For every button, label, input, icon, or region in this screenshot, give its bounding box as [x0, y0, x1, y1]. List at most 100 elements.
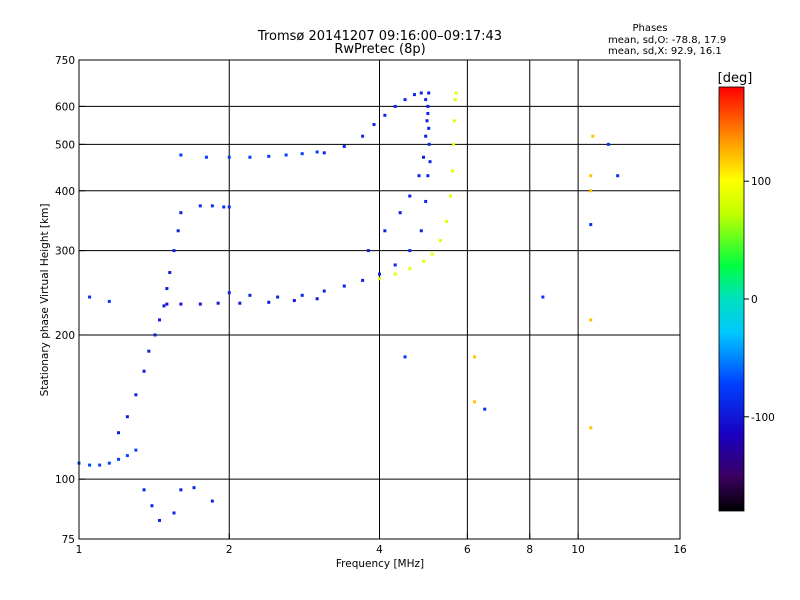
data-point [165, 287, 169, 291]
x-tick-label: 10 [571, 544, 584, 556]
data-point [315, 150, 319, 154]
data-point [107, 461, 111, 465]
data-point [472, 400, 476, 404]
plot-points [77, 91, 620, 522]
data-point [591, 134, 595, 138]
data-point [361, 278, 365, 282]
data-point [616, 174, 620, 178]
data-point [589, 189, 593, 193]
data-point [430, 252, 434, 256]
data-point [448, 194, 452, 198]
data-point [383, 113, 387, 117]
data-point [403, 355, 407, 359]
x-axis-label: Frequency [MHz] [336, 558, 424, 570]
data-point [176, 229, 180, 233]
data-point [248, 293, 252, 297]
data-point [427, 126, 431, 130]
data-point [426, 104, 430, 108]
data-point [541, 295, 545, 299]
data-point [134, 393, 138, 397]
phase-info-title: Phases [632, 23, 667, 34]
data-point [168, 271, 172, 275]
y-tick-label: 75 [62, 534, 75, 546]
data-point [198, 302, 202, 306]
data-point [125, 454, 129, 458]
data-point [450, 169, 454, 173]
chart-title: Tromsø 20141207 09:16:00–09:17:43 [257, 29, 502, 44]
data-point [300, 293, 304, 297]
series-low-echoes [142, 486, 214, 522]
y-axis: 75 100 200 300 400 500 600 750 [55, 55, 85, 546]
data-point [439, 238, 443, 242]
data-point [453, 98, 457, 102]
data-point [147, 349, 151, 353]
series-ionogram-rising-trace [117, 211, 183, 435]
y-tick-label: 200 [55, 330, 75, 342]
x-tick-label: 1 [76, 544, 83, 556]
data-point [172, 249, 176, 253]
data-point [227, 291, 231, 295]
data-point [150, 504, 154, 508]
data-point [342, 284, 346, 288]
data-point [162, 304, 166, 308]
data-point [198, 204, 202, 208]
data-point [88, 463, 92, 467]
colorbar-tick-label: 0 [751, 294, 758, 306]
data-point [393, 272, 397, 276]
data-point [158, 318, 162, 322]
y-tick-label: 500 [55, 139, 75, 151]
data-point [158, 518, 162, 522]
data-point [398, 211, 402, 215]
data-point [179, 488, 183, 492]
data-point [427, 91, 431, 95]
data-point [589, 426, 593, 430]
data-point [98, 463, 102, 467]
data-point [276, 295, 280, 299]
series-sporadic-e [77, 448, 138, 467]
data-point [315, 297, 319, 301]
data-point [452, 142, 456, 146]
data-point [425, 119, 429, 123]
data-point [179, 211, 183, 215]
data-point [426, 174, 430, 178]
data-point [342, 144, 346, 148]
data-point [153, 333, 157, 337]
x-tick-label: 6 [464, 544, 471, 556]
data-point [292, 299, 296, 303]
data-point [452, 119, 456, 123]
x-tick-label: 2 [226, 544, 233, 556]
colorbar-tick-label: -100 [751, 412, 775, 424]
data-point [284, 153, 288, 157]
data-point [421, 155, 425, 159]
data-point [248, 155, 252, 159]
colorbar-tick-label: 100 [751, 176, 771, 188]
y-tick-label: 300 [55, 246, 75, 258]
data-point [216, 301, 220, 305]
data-point [445, 220, 449, 224]
data-point [589, 223, 593, 227]
data-point [426, 111, 430, 115]
data-point [134, 448, 138, 452]
data-point [142, 488, 146, 492]
data-point [393, 263, 397, 267]
data-point [403, 98, 407, 102]
data-point [117, 457, 121, 461]
data-point [408, 194, 412, 198]
data-point [419, 229, 423, 233]
series-o-mode-f2-trace [322, 91, 432, 164]
series-mid-band [198, 204, 231, 209]
x-tick-label: 16 [673, 544, 687, 556]
data-point [589, 318, 593, 322]
data-point [408, 267, 412, 271]
data-point [408, 249, 412, 253]
data-point [179, 302, 183, 306]
y-tick-label: 750 [55, 55, 75, 67]
data-point [606, 142, 610, 146]
data-point [454, 91, 458, 95]
data-point [424, 199, 428, 203]
data-point [424, 98, 428, 102]
y-tick-label: 600 [55, 101, 75, 113]
data-point [192, 486, 196, 490]
chart-subtitle: RwPretec (8p) [334, 42, 425, 57]
